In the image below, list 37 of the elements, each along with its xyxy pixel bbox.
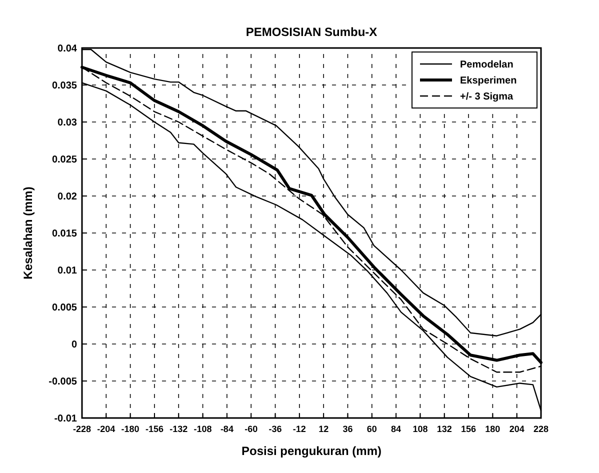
x-tick-label: -36: [268, 424, 282, 434]
x-tick-label: 204: [509, 424, 524, 434]
y-tick-label: 0.04: [58, 44, 78, 54]
y-tick-label: 0.015: [52, 228, 78, 240]
y-tick-label: 0.01: [58, 266, 78, 276]
legend-label: Eksperimen: [460, 76, 517, 86]
x-tick-label: 36: [342, 424, 353, 434]
x-tick-label: 156: [461, 424, 476, 434]
y-tick-label: -0.01: [54, 414, 78, 424]
x-tick-label: 132: [436, 424, 452, 434]
y-tick-label: 0.025: [52, 154, 78, 166]
y-tick-label: 0.02: [58, 192, 78, 202]
x-tick-label: 228: [533, 424, 549, 434]
x-axis-title: Posisi pengukuran (mm): [241, 444, 382, 458]
x-tick-label: -156: [145, 424, 164, 434]
x-tick-label: -228: [72, 424, 92, 434]
x-tick-label: 12: [318, 424, 329, 434]
x-tick-label: -204: [97, 424, 116, 434]
x-tick-label: 84: [391, 424, 402, 434]
chart-title: PEMOSISIAN Sumbu-X: [246, 25, 378, 39]
x-tick-label: -12: [292, 424, 306, 434]
x-tick-label: -108: [194, 424, 212, 434]
y-tick-label: 0.03: [58, 118, 78, 128]
legend-label: Pemodelan: [460, 60, 514, 70]
y-tick-label: 0.005: [52, 302, 78, 314]
y-tick-label: 0: [71, 340, 78, 350]
x-tick-label: 180: [485, 424, 500, 434]
x-tick-label: 108: [412, 424, 428, 434]
x-tick-label: -84: [220, 424, 234, 434]
y-tick-label: 0.035: [52, 80, 78, 92]
x-tick-label: -180: [121, 424, 140, 434]
y-axis-title: Kesalahan (mm): [21, 186, 35, 280]
x-tick-label: 60: [366, 424, 377, 434]
y-tick-label: -0.005: [48, 376, 78, 388]
legend-label: +/- 3 Sigma: [460, 92, 514, 102]
x-tick-label: -132: [170, 424, 188, 434]
x-tick-label: -60: [244, 424, 258, 434]
